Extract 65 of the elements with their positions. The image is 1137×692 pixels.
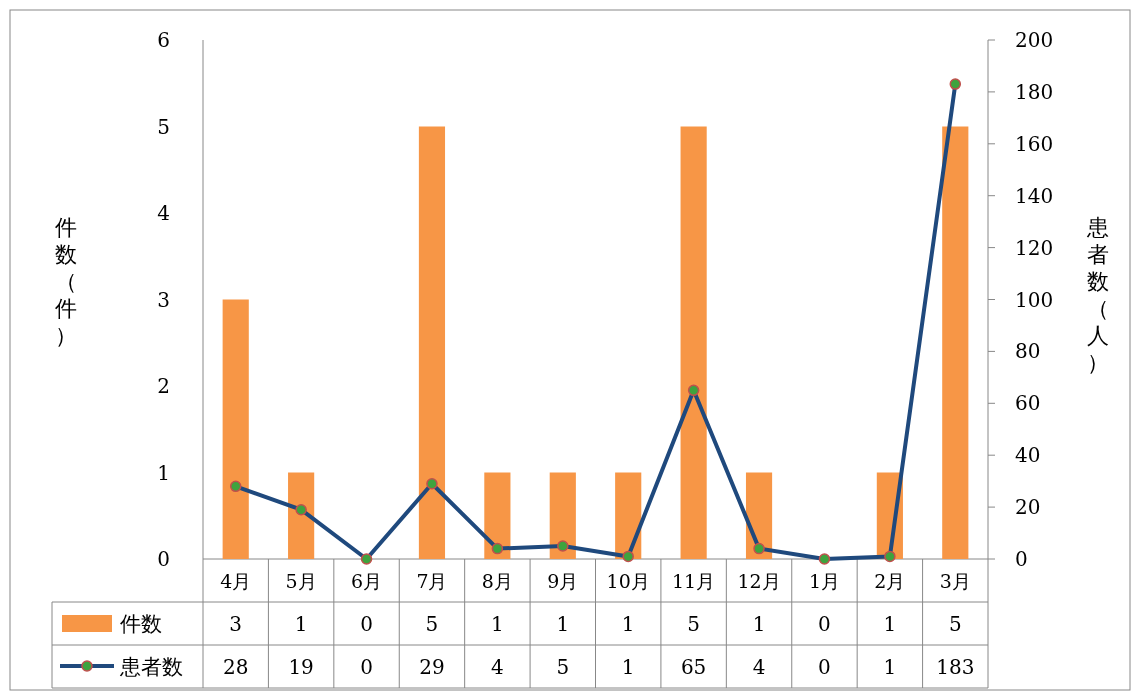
bar — [680, 126, 707, 559]
y2-tick-label: 0 — [1015, 547, 1028, 571]
bar — [549, 472, 576, 559]
x-tick-label: 12月 — [737, 570, 781, 592]
x-tick-label: 4月 — [220, 570, 252, 592]
data-label: 1 — [621, 612, 635, 636]
bar — [288, 472, 315, 559]
data-label: 29 — [419, 655, 445, 679]
x-tick-label: 5月 — [285, 570, 317, 592]
y-tick-label: 1 — [157, 460, 170, 485]
data-label: 4 — [491, 655, 504, 679]
data-label: 5 — [556, 655, 570, 679]
y2-tick-label: 80 — [1015, 339, 1041, 364]
y2-tick-label: 180 — [1015, 79, 1054, 104]
data-label: 19 — [288, 655, 314, 679]
y-tick-label: 4 — [157, 201, 170, 225]
data-label: 1 — [294, 612, 308, 636]
data-label: 0 — [818, 655, 831, 679]
x-tick-label: 2月 — [874, 570, 906, 592]
y2-axis-title: 患者数（人） — [1086, 215, 1109, 375]
legend-label: 件数 — [120, 612, 162, 636]
data-label: 5 — [687, 612, 700, 636]
y-tick-label: 3 — [157, 287, 170, 312]
x-tick-label: 10月 — [606, 570, 650, 592]
data-label: 0 — [360, 612, 373, 636]
bar — [222, 299, 249, 559]
y2-tick-label: 120 — [1015, 235, 1054, 260]
data-label: 1 — [883, 612, 897, 636]
y-tick-label: 2 — [157, 374, 170, 398]
x-tick-label: 3月 — [939, 570, 971, 592]
data-label: 28 — [222, 655, 249, 679]
y2-tick-label: 40 — [1015, 443, 1041, 468]
y2-tick-label: 20 — [1015, 495, 1041, 520]
x-tick-label: 11月 — [672, 570, 716, 592]
legend-label: 患者数 — [119, 655, 183, 679]
y2-tick-label: 140 — [1015, 183, 1054, 208]
bar — [418, 126, 446, 559]
x-tick-label: 9月 — [547, 570, 579, 592]
data-label: 1 — [752, 612, 766, 636]
data-label: 65 — [680, 655, 707, 679]
data-label: 1 — [883, 655, 897, 679]
data-label: 0 — [360, 655, 373, 679]
x-tick-label: 1月 — [808, 570, 841, 592]
y-tick-label: 0 — [157, 547, 170, 571]
bar — [942, 126, 969, 559]
y-tick-label: 6 — [157, 28, 170, 52]
data-label: 1 — [621, 655, 635, 679]
bar — [484, 472, 511, 559]
y2-tick-label: 60 — [1015, 391, 1041, 416]
data-label: 3 — [229, 612, 243, 636]
y2-tick-label: 160 — [1015, 131, 1054, 156]
data-label: 1 — [491, 612, 504, 636]
x-tick-label: 7月 — [416, 570, 448, 592]
x-tick-label: 8月 — [481, 570, 513, 592]
data-label: 4 — [752, 655, 766, 679]
data-label: 183 — [936, 655, 975, 679]
x-tick-label: 6月 — [350, 570, 383, 592]
data-label: 0 — [818, 612, 831, 636]
y-tick-label: 5 — [157, 114, 170, 139]
data-label: 5 — [425, 612, 439, 636]
data-label: 5 — [948, 612, 962, 636]
y2-tick-label: 200 — [1015, 28, 1054, 52]
data-label: 1 — [556, 612, 570, 636]
y2-tick-label: 100 — [1015, 287, 1054, 312]
y-axis-title: 件数（件） — [55, 215, 77, 348]
